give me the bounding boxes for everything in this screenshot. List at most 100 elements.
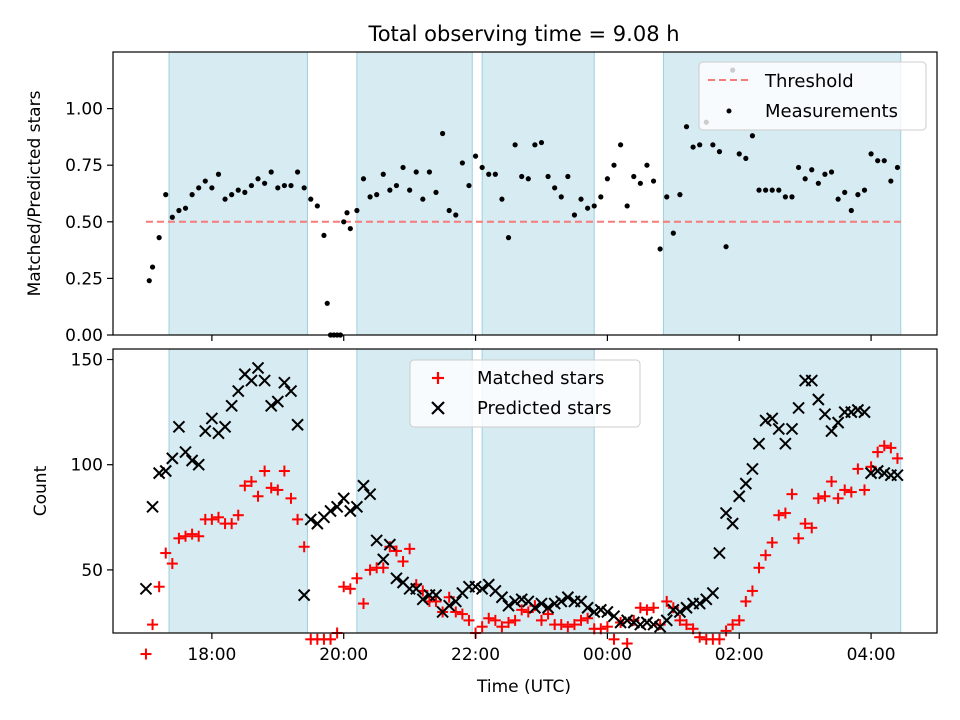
measurement-point — [617, 142, 624, 148]
top-y-tick-label: 0.25 — [65, 269, 103, 289]
matched-star-point — [160, 547, 172, 559]
measurement-point — [611, 162, 617, 168]
legend-threshold-label: Threshold — [764, 71, 854, 92]
measurement-point — [855, 192, 861, 198]
measurement-point — [571, 212, 578, 218]
predicted-star-stroke-b — [449, 595, 462, 608]
predicted-star-stroke-b — [159, 464, 172, 478]
predicted-star-point — [601, 605, 614, 619]
top-x-axis-ticks — [211, 335, 872, 341]
predicted-star-point — [245, 374, 258, 387]
predicted-star-stroke-b — [891, 469, 904, 482]
measurement-point — [235, 187, 241, 193]
matched-star-point — [344, 583, 356, 595]
measurement-point — [374, 192, 380, 198]
measurement-point — [262, 180, 268, 186]
matched-star-point — [338, 581, 350, 593]
predicted-star-point — [278, 376, 291, 389]
matched-star-point — [390, 545, 402, 557]
predicted-star-stroke-b — [166, 452, 179, 465]
measurement-point — [716, 149, 723, 155]
matched-star-point — [773, 509, 785, 521]
predicted-star-stroke-b — [390, 572, 403, 585]
measurement-point — [545, 173, 551, 180]
predicted-star-point — [818, 408, 832, 421]
x-tick-label: 18:00 — [187, 645, 236, 665]
measurement-point — [341, 219, 347, 225]
measurement-point — [426, 169, 433, 175]
predicted-star-stroke-b — [363, 487, 377, 501]
predicted-star-point — [291, 418, 304, 431]
measurement-point — [690, 144, 696, 150]
predicted-star-stroke-b — [218, 420, 232, 434]
x-tick-label: 04:00 — [847, 645, 896, 665]
top-legend: Threshold Measurements — [698, 61, 927, 131]
bottom-legend-box — [409, 359, 641, 428]
predicted-star-point — [337, 492, 350, 505]
predicted-star-point — [713, 546, 726, 560]
measurement-point — [294, 169, 301, 175]
predicted-star-stroke-b — [713, 546, 726, 560]
measurement-point — [782, 194, 788, 200]
measurement-point — [288, 182, 294, 189]
predicted-star-stroke-b — [765, 412, 779, 425]
measurement-point — [683, 124, 690, 130]
predicted-star-stroke-b — [238, 368, 252, 381]
top-y-tick-label: 0.50 — [65, 213, 103, 233]
measurement-point — [743, 155, 749, 162]
predicted-star-point — [139, 582, 153, 596]
measurement-point — [407, 187, 413, 193]
measurement-point — [697, 142, 703, 148]
x-tick-label: 20:00 — [319, 645, 368, 665]
matched-star-point — [212, 511, 224, 523]
matched-star-point — [674, 614, 686, 626]
predicted-star-stroke-b — [350, 500, 364, 513]
matched-star-point — [681, 619, 693, 631]
top-panel: 0.00 0.25 0.50 0.75 1.00 Matched/Predicted s… — [25, 51, 938, 346]
predicted-star-point — [390, 572, 403, 585]
predicted-star-point — [232, 384, 245, 398]
predicted-star-point — [495, 591, 509, 604]
measurement-point — [736, 151, 742, 157]
measurement-point — [650, 178, 657, 184]
measurement-point — [512, 142, 518, 148]
matched-star-point — [140, 648, 152, 660]
top-y-tick-label: 0.75 — [65, 156, 103, 176]
predicted-star-stroke-b — [752, 437, 766, 450]
matched-star-point — [450, 606, 462, 618]
matched-star-point — [634, 602, 646, 614]
bottom-y-tick-label: 100 — [71, 456, 103, 476]
measurement-point — [789, 194, 795, 200]
measurement-point — [492, 171, 498, 177]
matched-star-point — [648, 602, 660, 614]
matched-star-point — [404, 543, 416, 555]
predicted-star-stroke-b — [185, 454, 199, 467]
measurement-point — [677, 192, 683, 198]
predicted-star-stroke-b — [706, 586, 720, 600]
predicted-star-stroke-b — [330, 500, 344, 513]
predicted-star-point — [416, 593, 430, 606]
matched-star-point — [845, 486, 857, 498]
predicted-star-stroke-b — [179, 445, 192, 459]
measurement-point — [631, 173, 637, 180]
predicted-star-point — [179, 445, 192, 459]
matched-star-point — [535, 614, 547, 626]
matched-star-point — [608, 633, 620, 645]
measurement-point — [585, 205, 591, 211]
predicted-star-stroke-b — [581, 601, 594, 614]
predicted-star-stroke-b — [805, 374, 818, 387]
matched-star-point — [641, 604, 653, 616]
measurement-point — [301, 185, 307, 191]
matched-star-point — [351, 572, 363, 584]
measurement-point — [189, 192, 195, 198]
predicted-star-stroke-b — [502, 599, 515, 612]
measurement-point — [176, 207, 182, 214]
matched-star-point — [852, 463, 864, 475]
matched-star-point — [555, 619, 567, 631]
measurement-point — [242, 189, 248, 195]
predicted-star-point — [284, 384, 298, 398]
measurement-point — [453, 212, 459, 218]
matched-star-point — [232, 509, 244, 521]
predicted-star-stroke-b — [601, 605, 614, 619]
